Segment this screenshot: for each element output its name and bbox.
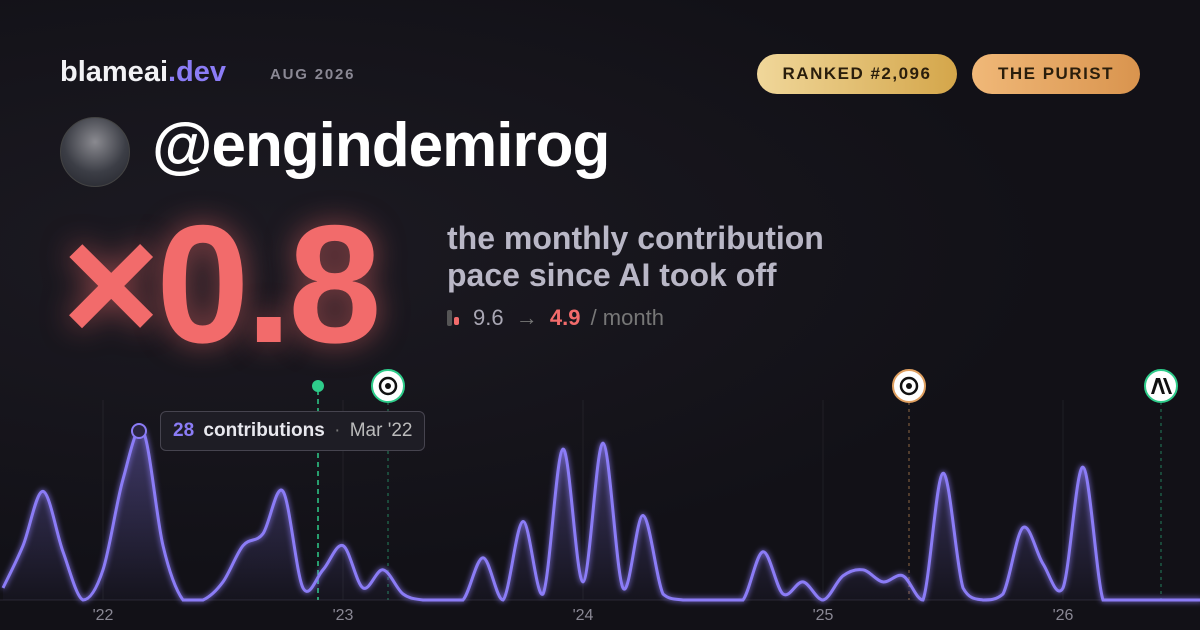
brand: blameai.dev (60, 56, 226, 89)
tooltip-value: 28 (173, 420, 195, 441)
area (3, 428, 1200, 601)
multiplier: ×0.8 (62, 190, 382, 378)
persona-badge: THE PURIST (972, 54, 1140, 94)
avatar (60, 117, 130, 187)
highlight-point (131, 423, 147, 439)
x-tick-label: '24 (573, 607, 594, 624)
tooltip: 28 contributions · Mar '22 (160, 411, 426, 451)
pace-icon (447, 310, 452, 326)
pace-icon (454, 317, 459, 325)
brand-name: blameai (60, 56, 168, 88)
pace: 9.6 → 4.9 / month (447, 305, 664, 331)
caption: pace since AI took off (447, 257, 777, 293)
brand-tld: .dev (168, 56, 227, 88)
pace-before: 9.6 (473, 305, 504, 330)
x-tick-label: '23 (333, 607, 354, 624)
pace-after: 4.9 (549, 305, 581, 330)
openai-icon (371, 369, 405, 403)
line (1, 427, 1200, 602)
tooltip-label: contributions (203, 420, 325, 441)
tooltip-separator: · (334, 420, 341, 441)
openai-icon (892, 369, 926, 403)
tooltip-date: Mar '22 (349, 420, 413, 441)
x-tick-label: '25 (813, 607, 834, 624)
x-tick-label: '22 (93, 607, 114, 624)
unit: / month (590, 305, 664, 330)
handle: @engindemirog (152, 111, 610, 180)
event-dot (312, 380, 324, 392)
anthropic-icon (1144, 369, 1178, 403)
caption: the monthly contribution (447, 220, 824, 256)
rank-badge: RANKED #2,096 (757, 54, 957, 94)
arrow: → (515, 305, 538, 330)
period: AUG 2026 (270, 66, 356, 83)
x-tick-label: '26 (1053, 607, 1074, 624)
